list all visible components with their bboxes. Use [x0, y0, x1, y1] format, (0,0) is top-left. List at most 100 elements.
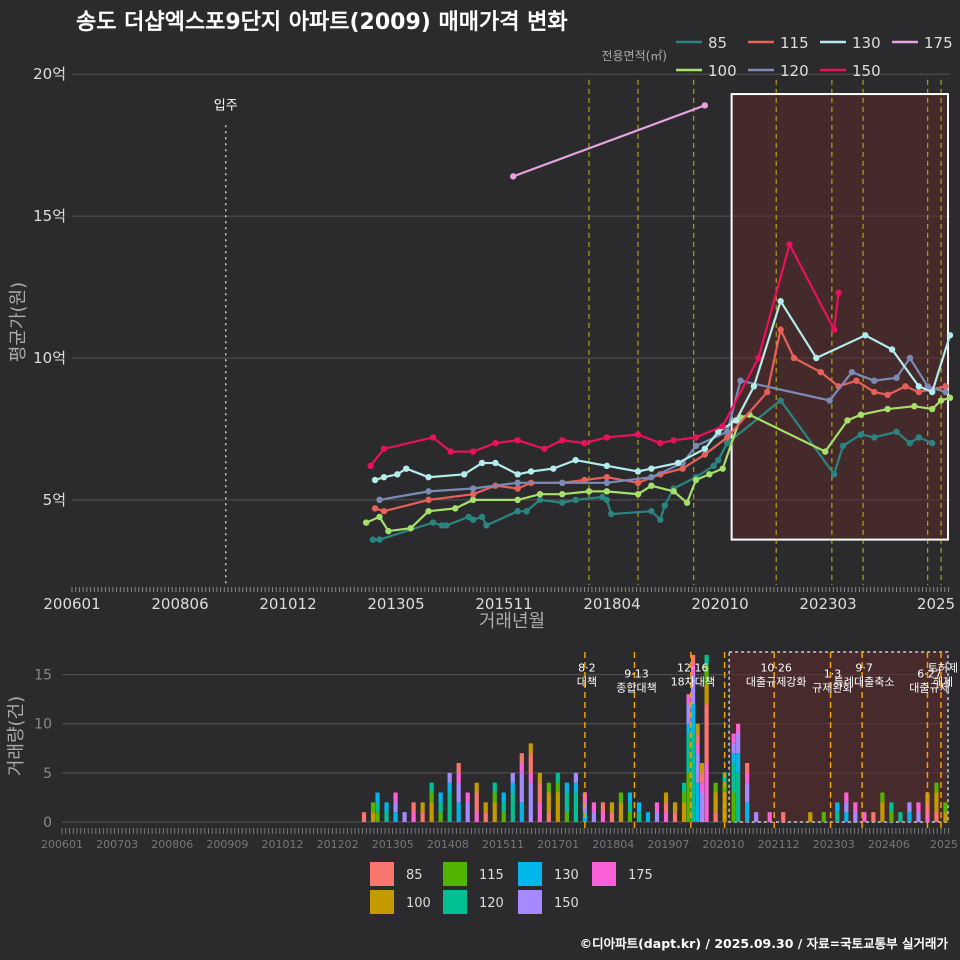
volume-bar-segment: [447, 782, 452, 793]
data-point-150: [835, 289, 842, 296]
policy-label: 10·26: [760, 662, 792, 675]
volume-bar-segment: [627, 812, 633, 822]
policy-label: 규제완화: [812, 682, 852, 695]
data-point-100: [514, 496, 521, 504]
bar-legend-swatch-115: [443, 862, 467, 886]
data-point-85: [830, 471, 838, 478]
volume-bar-segment: [501, 812, 506, 822]
volume-bar-segment: [384, 812, 389, 822]
data-point-120: [893, 374, 900, 382]
volume-bar-segment: [699, 782, 705, 793]
data-point-85: [915, 434, 923, 441]
volume-bar-segment: [695, 723, 700, 734]
data-point-100: [670, 488, 677, 495]
data-point-130: [492, 459, 499, 467]
data-point-85: [514, 508, 521, 515]
legend-label-100: 100: [708, 62, 737, 80]
data-point-100: [376, 513, 383, 521]
volume-bar-segment: [681, 782, 687, 793]
data-point-150: [559, 437, 566, 444]
y-tick-label: 20억: [33, 65, 66, 83]
volume-bar-segment: [465, 802, 470, 822]
data-point-120: [559, 479, 566, 487]
bar-y-tick-label: 0: [43, 815, 52, 831]
volume-bar-segment: [690, 733, 696, 822]
volume-bar-segment: [690, 664, 696, 675]
data-point-130: [750, 383, 758, 390]
data-point-100: [928, 405, 936, 413]
data-point-150: [830, 326, 838, 333]
data-point-100: [706, 471, 713, 478]
policy-label: 12·16: [677, 662, 709, 675]
volume-bar-segment: [781, 812, 786, 822]
volume-bar-segment: [609, 812, 615, 822]
y-tick-label: 5억: [43, 491, 66, 509]
volume-bar-segment: [546, 782, 551, 793]
data-point-85: [376, 536, 383, 543]
volume-bar-segment: [916, 812, 921, 822]
data-point-130: [478, 459, 486, 467]
data-point-115: [764, 388, 771, 396]
volume-bar-segment: [411, 812, 416, 822]
volume-bar-segment: [745, 802, 750, 822]
volume-bar-segment: [546, 812, 551, 822]
move-in-label: 입주: [214, 99, 238, 114]
data-point-130: [371, 476, 379, 484]
data-point-115: [723, 434, 731, 441]
data-point-130: [946, 332, 954, 339]
data-point-100: [634, 490, 642, 498]
bar-legend-label-175: 175: [628, 868, 653, 883]
data-point-150: [634, 431, 642, 438]
data-point-115: [581, 476, 588, 484]
volume-bar-segment: [690, 654, 696, 665]
data-point-130: [862, 332, 869, 339]
volume-bar-segment: [699, 792, 705, 822]
volume-bar-segment: [510, 782, 515, 793]
chart-title: 송도 더샵엑스포9단지 아파트(2009) 매매가격 변화: [76, 10, 568, 35]
volume-bar-segment: [736, 772, 741, 822]
volume-bar-segment: [429, 782, 434, 793]
data-point-85: [523, 508, 530, 515]
data-point-120: [692, 442, 700, 450]
data-point-100: [603, 488, 611, 495]
data-point-100: [385, 527, 392, 535]
bar-x-tick-label: 200909: [206, 838, 248, 851]
data-point-100: [469, 496, 477, 504]
bar-x-tick-label: 201907: [647, 838, 689, 851]
volume-bar-segment: [672, 812, 678, 822]
x-tick-label: 201012: [259, 595, 316, 613]
volume-bar-segment: [654, 812, 660, 822]
volume-bar-segment: [934, 782, 939, 793]
volume-bar-segment: [745, 772, 750, 783]
volume-bar-segment: [934, 812, 939, 822]
bar-legend-label-100: 100: [406, 896, 431, 911]
data-point-85: [928, 439, 936, 447]
volume-bar-segment: [835, 802, 840, 813]
volume-bar-segment: [474, 782, 479, 793]
data-point-85: [536, 496, 544, 504]
volume-bar-segment: [483, 812, 488, 822]
data-point-85: [429, 519, 437, 526]
volume-bar-segment: [916, 802, 921, 813]
volume-bar-segment: [519, 802, 524, 822]
data-point-150: [541, 445, 548, 452]
bar-x-tick-label: 202406: [868, 838, 910, 851]
bar-x-tick-label: 200601: [41, 838, 83, 851]
data-point-115: [942, 383, 949, 390]
volume-bar-segment: [393, 812, 398, 822]
volume-bar-segment: [438, 802, 443, 813]
footer-credit: ©디아파트(dapt.kr) / 2025.09.30 / 자료=국토교통부 실…: [580, 936, 949, 951]
volume-bar-segment: [573, 782, 578, 793]
volume-bar-segment: [384, 802, 389, 813]
data-point-130: [403, 465, 410, 472]
volume-bar-segment: [663, 802, 669, 813]
volume-bar-segment: [447, 772, 452, 783]
volume-bar-segment: [889, 812, 894, 822]
data-point-130: [461, 471, 468, 478]
data-point-100: [585, 488, 593, 495]
bar-x-tick-label: 201202: [317, 838, 359, 851]
volume-bar-segment: [645, 812, 651, 822]
bar-x-tick-label: 200703: [96, 838, 138, 851]
volume-bar-segment: [361, 812, 367, 822]
volume-bar-segment: [681, 802, 687, 822]
